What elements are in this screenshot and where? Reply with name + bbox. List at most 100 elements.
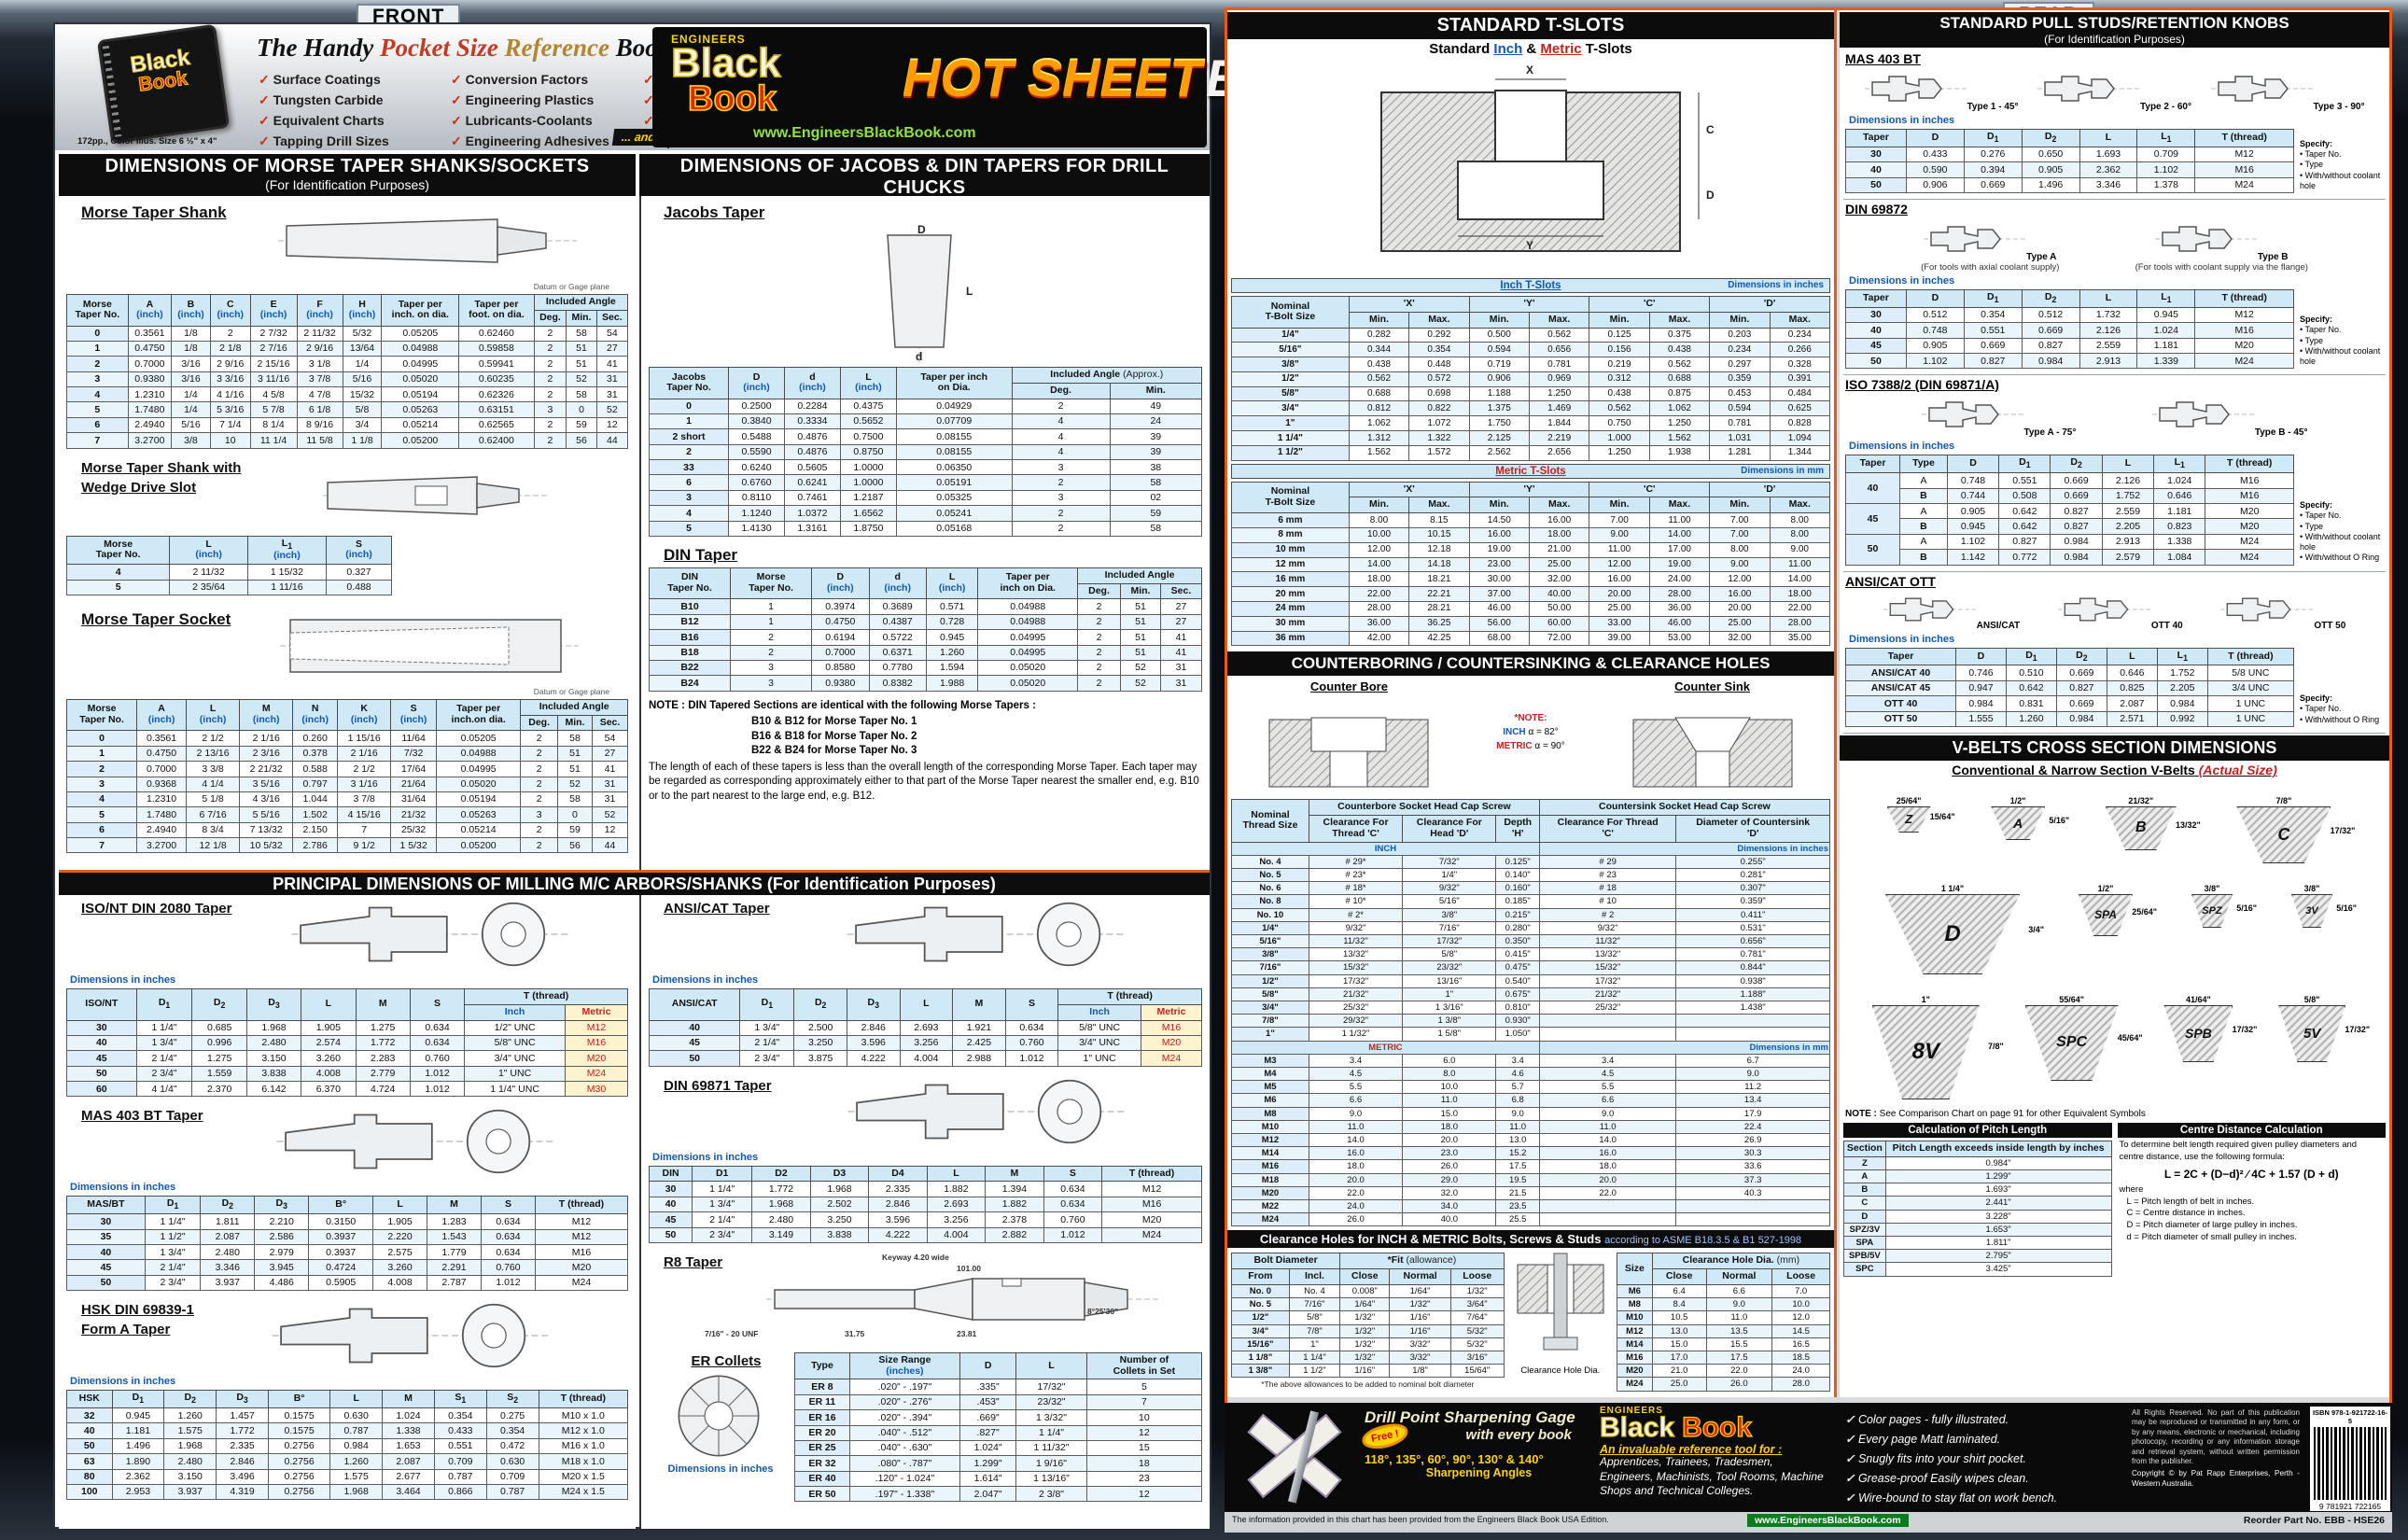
r8-label: 23.81 [957, 1328, 977, 1338]
pitch-length-box: Calculation of Pitch Length Section Pitch… [1843, 1122, 2112, 1277]
vbelt-d: 1 1/4" D 3/4" [1885, 884, 2044, 974]
section-title: DIMENSIONS OF JACOBS & DIN TAPERS FOR DR… [679, 156, 1169, 198]
mas-specify: Specify:Taper No.TypeWith/without coolan… [2300, 139, 2386, 191]
note-title: NOTE : [649, 699, 685, 711]
masbt-table: MAS/BT D1 D2 D3 B° L M S T (thread) 30 1 1/4" 1.811… [66, 1196, 629, 1292]
ansicat-heading: ANSI/CAT Taper [664, 901, 770, 917]
list-item: Type [2300, 522, 2386, 532]
masbt-heading: MAS 403 BT Taper [81, 1108, 203, 1125]
mas403bt-heading: MAS 403 BT [1845, 51, 1921, 66]
inch-tslot-band: Inch T-Slots Dimensions in inches [1231, 278, 1830, 293]
hsk-table: HSK D1 D2 D3 B° L M S1 S2 T (thread) 32 0.945 1.260 1… [66, 1390, 629, 1501]
iso-type-figures: Type A - 75° Type B - 45° [1845, 394, 2384, 438]
clearance-figure: Clearance Hole Dia. [1510, 1250, 1611, 1376]
black-book-logo: ENGINEERS Black Book [670, 33, 781, 119]
mas403bt-table: Taper D D1 D2 L L1 T (thread) 30 0.433 0.276 0.650… [1845, 129, 2294, 194]
belt-row-1: 25/64" Z 15/64" 1/2" A 5/16" 21/32" B 13/32" 7… [1843, 787, 2386, 865]
counter-sink-caption: Counter Sink [1674, 679, 1750, 694]
list-item: Taper No. [2300, 511, 2386, 521]
note-list-item: B16 & B18 for Morse Taper No. 2 [751, 730, 917, 742]
isont-table: ISO/NT D1 D2 D3 L M S T (thread) Inch Metric 30 1 1… [66, 988, 629, 1098]
vbelt-b: 21/32" B 13/32" [2105, 796, 2201, 850]
list-item: With/without coolant hole [2300, 171, 2386, 192]
din69871-diagram [847, 1079, 1127, 1143]
feature-col-1-item: Equivalent Charts [259, 110, 419, 131]
morse-socket-heading: Morse Taper Socket [81, 609, 231, 628]
mas403bt-block: MAS 403 BT Type 1 - 45° Type 2 - 60° Typ… [1843, 49, 2386, 201]
vbelt-c: 7/8" C 17/32" [2236, 796, 2355, 863]
pull-stud-diagram [1864, 76, 1967, 102]
wedge-shank-diagram [322, 475, 547, 515]
svg-text:X: X [1526, 63, 1533, 77]
vbelt-5v: 5/8" 5V 17/32" [2278, 995, 2370, 1062]
website-link-bottom[interactable]: www.EngineersBlackBook.com [1747, 1514, 1909, 1527]
tslot-metric-table: Nominal T-Bolt Size 'X' 'Y' 'C' 'D' Min. Max. Mi… [1231, 481, 1831, 647]
dimensions-label: Dimensions in inches [70, 1376, 176, 1388]
din-taper-heading: DIN Taper [664, 545, 738, 564]
tslots-header: STANDARD T-SLOTS [1227, 12, 1834, 39]
ansicat-table: ANSI/CAT D1 D2 D3 L M S T (thread) Inch Metric 40 1… [648, 988, 1203, 1067]
dimensions-label: Dimensions in inches [1849, 441, 1955, 453]
clearance-inch-table: Bolt Diameter *Fit (allowance) From Incl. Cl… [1230, 1253, 1505, 1379]
pull-studs-header: STANDARD PULL STUDS/RETENTION KNOBS (For… [1840, 12, 2389, 48]
ansicat-ott-block: ANSI/CAT OTT ANSI/CAT OTT 40 OTT 50 Dime… [1843, 572, 2386, 734]
dimensions-label: Dimensions in inches [1849, 115, 1955, 126]
principal-right-column: ANSI/CAT Taper Dimensions in inches ANSI… [639, 895, 1210, 1529]
where-label: where [2119, 1183, 2144, 1195]
din69872-table: Taper D D1 D2 L L1 T (thread) 30 0.512 0.354 0.512… [1845, 289, 2294, 370]
hsk-heading-2: Form A Taper [81, 1322, 171, 1338]
jacobs-section-header: DIMENSIONS OF JACOBS & DIN TAPERS FOR DR… [639, 154, 1210, 214]
counterbore-table: Nominal Thread Size Counterbore Socket Hea… [1231, 799, 1831, 1227]
pull-stud-diagram [1921, 401, 2024, 428]
morse-section-header: DIMENSIONS OF MORSE TAPER SHANKS/SOCKETS… [59, 154, 636, 196]
pitch-length-table: Section Pitch Length exceeds inside lengt… [1843, 1140, 2112, 1277]
din69871-table: DIN D1 D2 D3 D4 L M S T (thread) 30 1 1/4" 1.772 1.9… [648, 1165, 1202, 1243]
iso7388-table: Taper Type D D1 D2 L L1 T (thread) 40 A 0.748 0.551… [1844, 455, 2294, 566]
ott-specify: Specify:Taper No.With/without O Ring [2300, 693, 2386, 725]
free-starburst: Free ! [1363, 1423, 1407, 1449]
iso7388-block: ISO 7388/2 (DIN 69871/A) Type A - 75° Ty… [1843, 375, 2386, 572]
r8-block: R8 Taper Keyway 4.20 wide 101.00 31.75 2… [649, 1251, 1202, 1340]
morse-wedge-table: Morse Taper No. L (inch) L1 (inch) S (inch) 4 2 1… [65, 535, 393, 595]
formula-definitions-item: D = Pitch diameter of large pulley in in… [2126, 1220, 2298, 1231]
principal-left-column: ISO/NT DIN 2080 Taper Dimensions in inch… [59, 895, 636, 1529]
morse-shank-table: Morse Taper No. A (inch) B (inch) C (inch) E (inc… [66, 294, 629, 449]
clearance-footnote: *The above allowances to be added to nom… [1261, 1379, 1475, 1390]
formula-definitions-item: d = Pitch diameter of small pulley in in… [2126, 1232, 2297, 1242]
feature-col-1: Surface CoatingsTungsten CarbideEquivale… [259, 69, 419, 151]
feature-col-2-item: Conversion Factors [451, 69, 611, 90]
clearance-metric-table: Size Clearance Hole Dia. (mm) Close Normal L… [1616, 1253, 1831, 1392]
list-item: With/without coolant hole [2300, 532, 2386, 553]
pull-stud-diagram [2151, 401, 2255, 428]
formula-definitions: L = Pitch length of belt in inches. C = C… [2127, 1197, 2385, 1244]
book-benefits-list-item: Color pages - fully illustrated. [1845, 1410, 2125, 1430]
datum-label: Datum or Gage plane [533, 686, 609, 696]
pull-stud-diagram [2154, 226, 2258, 252]
jacobs-heading: Jacobs Taper [664, 203, 765, 221]
isont-heading: ISO/NT DIN 2080 Taper [81, 901, 232, 917]
list-item: Taper No. [2300, 325, 2386, 335]
ansicat-diagram [846, 902, 1126, 967]
pull-stud-diagram [2037, 76, 2141, 102]
vbelt-spz: 3/8" SPZ 5/16" [2191, 884, 2257, 928]
iso-specify: Specify:Taper No.TypeWith/without coolan… [2300, 500, 2386, 564]
r8-label: 8°25'30" [1087, 1306, 1119, 1316]
note-list: B10 & B12 for Morse Taper No. 1 B16 & B18… [751, 715, 1202, 759]
rights-text: All Rights Reserved. No part of this pub… [2132, 1408, 2300, 1488]
feature-col-2-item: Lubricants-Coolants [451, 110, 611, 131]
drill-gage-image [1234, 1410, 1355, 1504]
din-type-figures: Type A (For tools with axial coolant supp… [1845, 218, 2384, 273]
website-link[interactable]: www.EngineersBlackBook.com [753, 125, 976, 141]
vbelt-a: 1/2" A 5/16" [1991, 796, 2069, 840]
mas-type-figures: Type 1 - 45° Type 2 - 60° Type 3 - 90° [1845, 68, 2384, 112]
svg-text:D: D [1706, 189, 1715, 202]
vbelts-note: NOTE : See Comparison Chart on page 91 f… [1845, 1108, 2146, 1119]
morse-socket-table: Morse Taper No. A (inch) L (inch) M (inch) N (inc… [65, 698, 628, 854]
centre-distance-box: Centre Distance Calculation To determine… [2117, 1122, 2386, 1277]
list-item: Type [2300, 336, 2386, 346]
jacobs-taper-diagram: D d L [886, 224, 973, 363]
belt-length-formula: L = 2C + (D−d)² ∕ 4C + 1.57 (D + d) [2163, 1167, 2339, 1181]
rear-footer: The information provided in this chart h… [1225, 1512, 2392, 1533]
counterbore-header: COUNTERBORING / COUNTERSINKING & CLEARAN… [1227, 651, 1834, 677]
svg-text:C: C [1706, 123, 1715, 136]
